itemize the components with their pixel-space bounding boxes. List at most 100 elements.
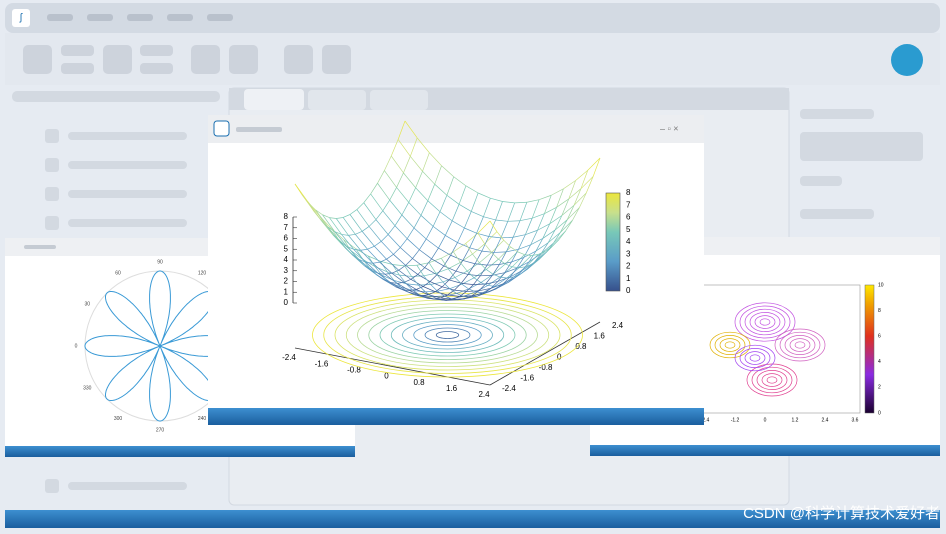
mesh-line — [492, 263, 506, 275]
contour-ring — [368, 310, 527, 360]
mesh-line — [512, 220, 521, 238]
mesh-line — [412, 249, 420, 259]
mesh-line — [403, 279, 412, 283]
mesh-line — [424, 258, 432, 268]
mesh-line — [442, 286, 455, 291]
contour-line — [719, 338, 741, 352]
mesh-line — [386, 258, 399, 271]
mesh-line — [396, 187, 410, 203]
mesh-line — [416, 289, 429, 296]
mesh-line — [472, 253, 480, 263]
x-tick-label: 1.6 — [446, 384, 458, 393]
mesh-line — [507, 202, 516, 222]
colorbar-tick-label: 10 — [878, 282, 884, 288]
mesh-line — [554, 219, 568, 231]
mesh-line — [476, 216, 484, 234]
mesh-line — [524, 218, 533, 235]
mesh-line — [486, 252, 495, 266]
mesh-line — [486, 258, 499, 270]
mesh-line — [432, 296, 440, 300]
mesh-line — [380, 241, 394, 255]
mesh-line — [339, 241, 353, 255]
colorbar-tick-label: 0 — [626, 286, 631, 295]
mesh-line — [315, 209, 323, 216]
mesh-line — [451, 204, 460, 221]
mesh-line — [487, 276, 501, 286]
colorbar-tick-label: 6 — [878, 334, 881, 340]
mesh-line — [487, 285, 495, 287]
mesh-line — [460, 262, 468, 272]
mesh-line — [484, 243, 492, 253]
mesh-line — [580, 176, 594, 189]
mesh-line — [516, 261, 530, 269]
mesh-line — [549, 215, 563, 225]
mesh-line — [503, 239, 511, 248]
mesh-line — [411, 276, 419, 286]
mesh-line — [334, 231, 348, 247]
mesh-line — [425, 226, 434, 240]
mesh-line — [437, 288, 450, 292]
mesh-line — [378, 272, 386, 275]
mesh-line — [505, 251, 518, 265]
mesh-line — [470, 295, 478, 298]
angle-label: 330 — [83, 385, 92, 391]
mesh-line — [439, 299, 446, 301]
contour-line — [761, 373, 783, 387]
mesh-line — [458, 204, 472, 212]
watermark: CSDN @科学计算技术爱好者 — [743, 504, 940, 522]
mesh-line — [485, 281, 498, 285]
contour-ring — [390, 317, 505, 353]
mesh-line — [530, 230, 538, 245]
mesh-line — [512, 266, 520, 269]
mesh-line — [481, 250, 495, 253]
x-tick-label: 1.2 — [792, 417, 799, 423]
mesh-line — [514, 201, 527, 204]
x-tick-label: 3.6 — [852, 417, 859, 423]
mesh-line — [395, 286, 403, 290]
mesh-line — [375, 219, 389, 235]
mesh-line — [363, 193, 371, 203]
mesh-line — [451, 298, 459, 301]
mesh-line — [447, 262, 461, 270]
mesh-line — [461, 282, 474, 285]
mesh-line — [349, 209, 358, 215]
mesh-line — [483, 198, 491, 217]
mesh-line — [406, 238, 420, 250]
mesh-line — [426, 297, 434, 300]
mesh-line — [491, 240, 504, 253]
angle-label: 120 — [198, 271, 207, 277]
mesh-line — [523, 244, 531, 258]
mesh-line — [471, 292, 485, 297]
mesh-line — [413, 215, 422, 229]
mesh-line — [399, 274, 407, 284]
mesh-line — [500, 236, 514, 239]
mesh-line — [541, 242, 554, 254]
mesh-line — [538, 194, 552, 201]
mesh-line — [394, 225, 408, 239]
mesh-line — [444, 295, 452, 300]
mesh-line — [572, 207, 580, 221]
mesh-line — [452, 220, 465, 229]
mesh-line — [397, 283, 410, 291]
mesh-line — [361, 226, 370, 232]
mesh-line — [535, 242, 549, 252]
mesh-line — [507, 220, 521, 222]
mesh-line — [592, 157, 601, 177]
mesh-line — [466, 284, 474, 292]
z-tick-label: 1 — [284, 287, 289, 296]
mesh-line — [435, 291, 448, 296]
mesh-line — [417, 274, 431, 282]
mesh-line — [367, 245, 375, 250]
mesh-line — [453, 251, 461, 263]
mesh-line — [474, 250, 483, 264]
mesh-line — [463, 291, 476, 297]
colorbar-tick-label: 4 — [878, 359, 881, 365]
mesh-line — [544, 195, 552, 214]
mesh-line — [432, 226, 446, 236]
mesh-line — [511, 257, 524, 263]
mesh-line — [528, 253, 542, 263]
mesh-line — [445, 298, 453, 301]
mesh-line — [384, 155, 392, 171]
mesh-line — [573, 188, 582, 206]
mesh-line — [415, 171, 423, 188]
